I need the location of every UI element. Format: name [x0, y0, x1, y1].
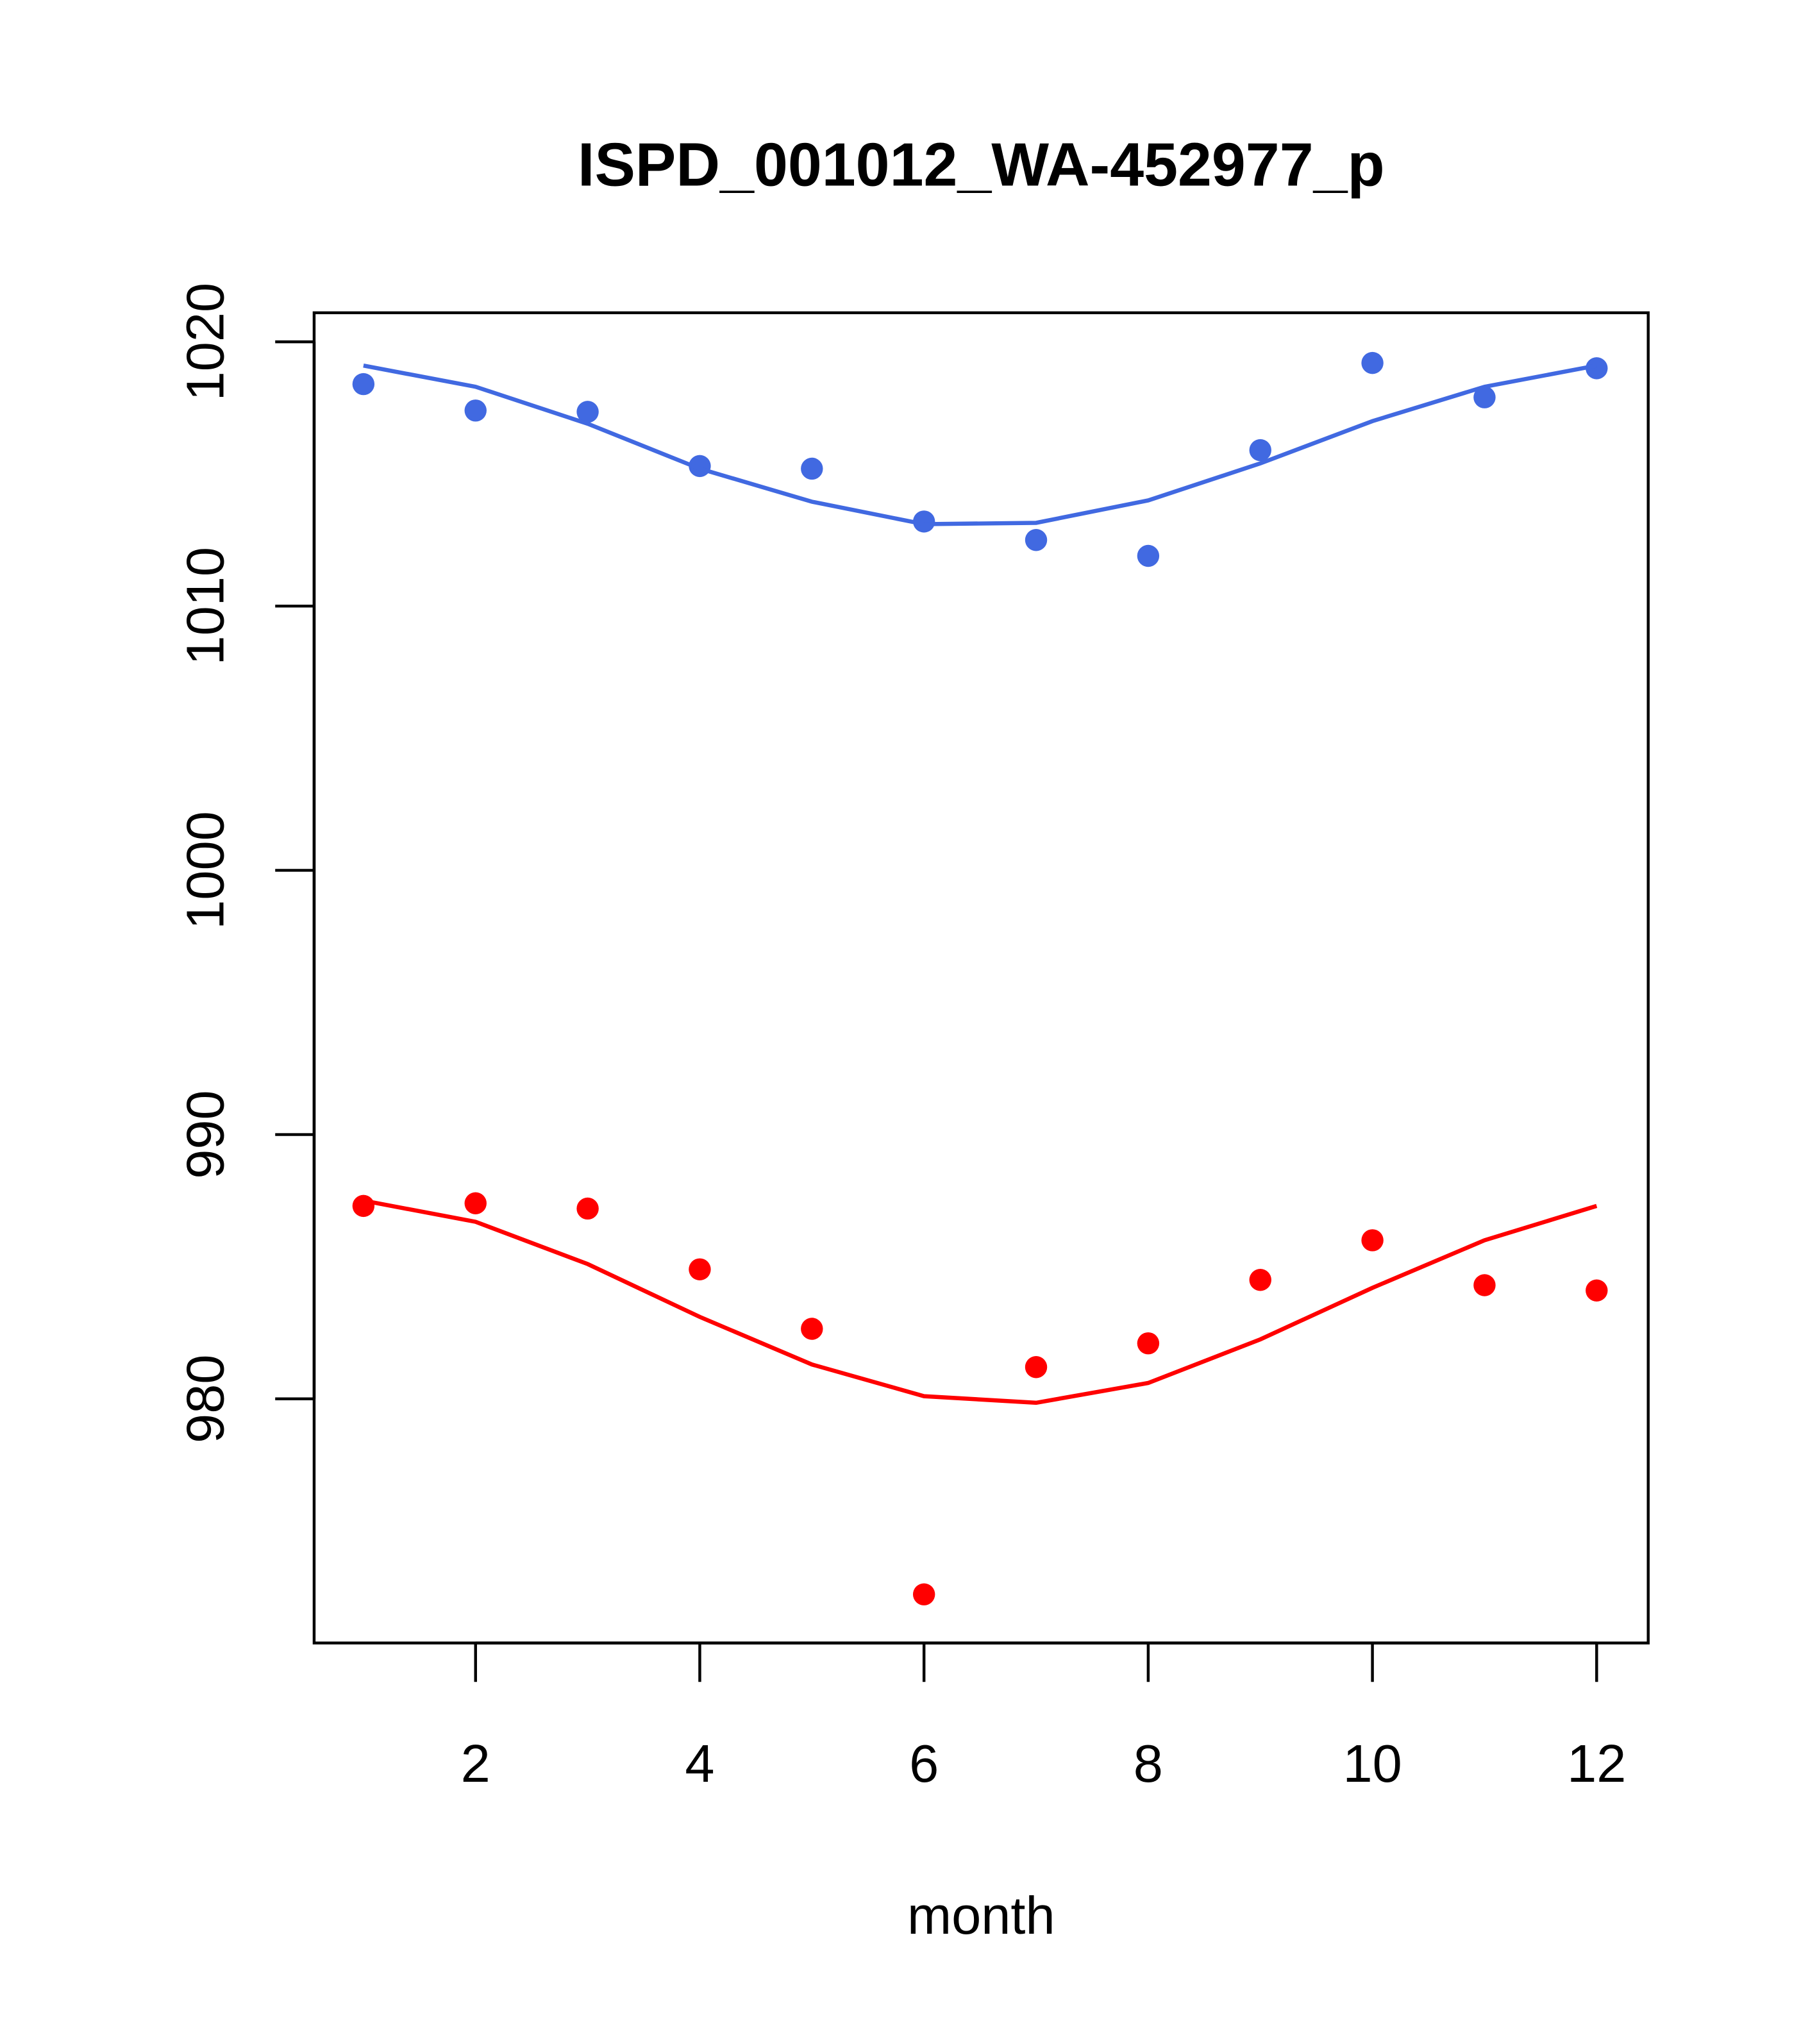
- data-point: [1473, 386, 1496, 408]
- fit-line: [363, 1198, 1598, 1405]
- data-point: [576, 1197, 599, 1220]
- data-point: [801, 1318, 823, 1340]
- data-point: [1249, 1269, 1271, 1291]
- data-point: [576, 401, 599, 423]
- x-tick-label: 2: [461, 1734, 490, 1793]
- y-tick-label: 1020: [175, 283, 235, 401]
- data-point: [464, 399, 487, 422]
- data-point: [1586, 357, 1608, 380]
- data-point: [1586, 1279, 1608, 1302]
- series-layer: [352, 351, 1608, 1605]
- fit-line: [363, 364, 1597, 526]
- y-tick-label: 980: [175, 1355, 235, 1443]
- x-tick-label: 12: [1567, 1734, 1626, 1793]
- x-axis: 2 4 6 8 10 12: [461, 1641, 1626, 1793]
- data-point: [1137, 1332, 1160, 1355]
- x-tick-label: 6: [909, 1734, 939, 1793]
- data-point: [1473, 1274, 1496, 1296]
- plot-frame: [312, 311, 1650, 1645]
- data-point: [801, 457, 823, 480]
- x-tick-label: 10: [1343, 1734, 1402, 1793]
- data-point: [1025, 1356, 1048, 1378]
- data-point: [1361, 351, 1384, 374]
- x-tick-label: 4: [685, 1734, 714, 1793]
- y-tick-label: 990: [175, 1090, 235, 1178]
- data-point: [464, 1192, 487, 1214]
- data-point: [689, 1258, 711, 1280]
- data-point: [912, 1583, 935, 1605]
- x-axis-label: month: [907, 1886, 1055, 1945]
- data-point: [912, 510, 935, 533]
- chart-title: ISPD_001012_WA-452977_p: [578, 131, 1385, 199]
- data-point: [352, 373, 375, 396]
- data-point: [1025, 529, 1048, 551]
- data-point: [1249, 439, 1271, 462]
- y-tick-label: 1010: [175, 547, 235, 666]
- y-axis: 980 990 1000 1010 1020: [175, 283, 316, 1443]
- x-tick-label: 8: [1134, 1734, 1163, 1793]
- data-point: [1361, 1229, 1384, 1252]
- data-point: [352, 1194, 375, 1218]
- data-point: [1137, 544, 1160, 567]
- y-tick-label: 1000: [175, 811, 235, 930]
